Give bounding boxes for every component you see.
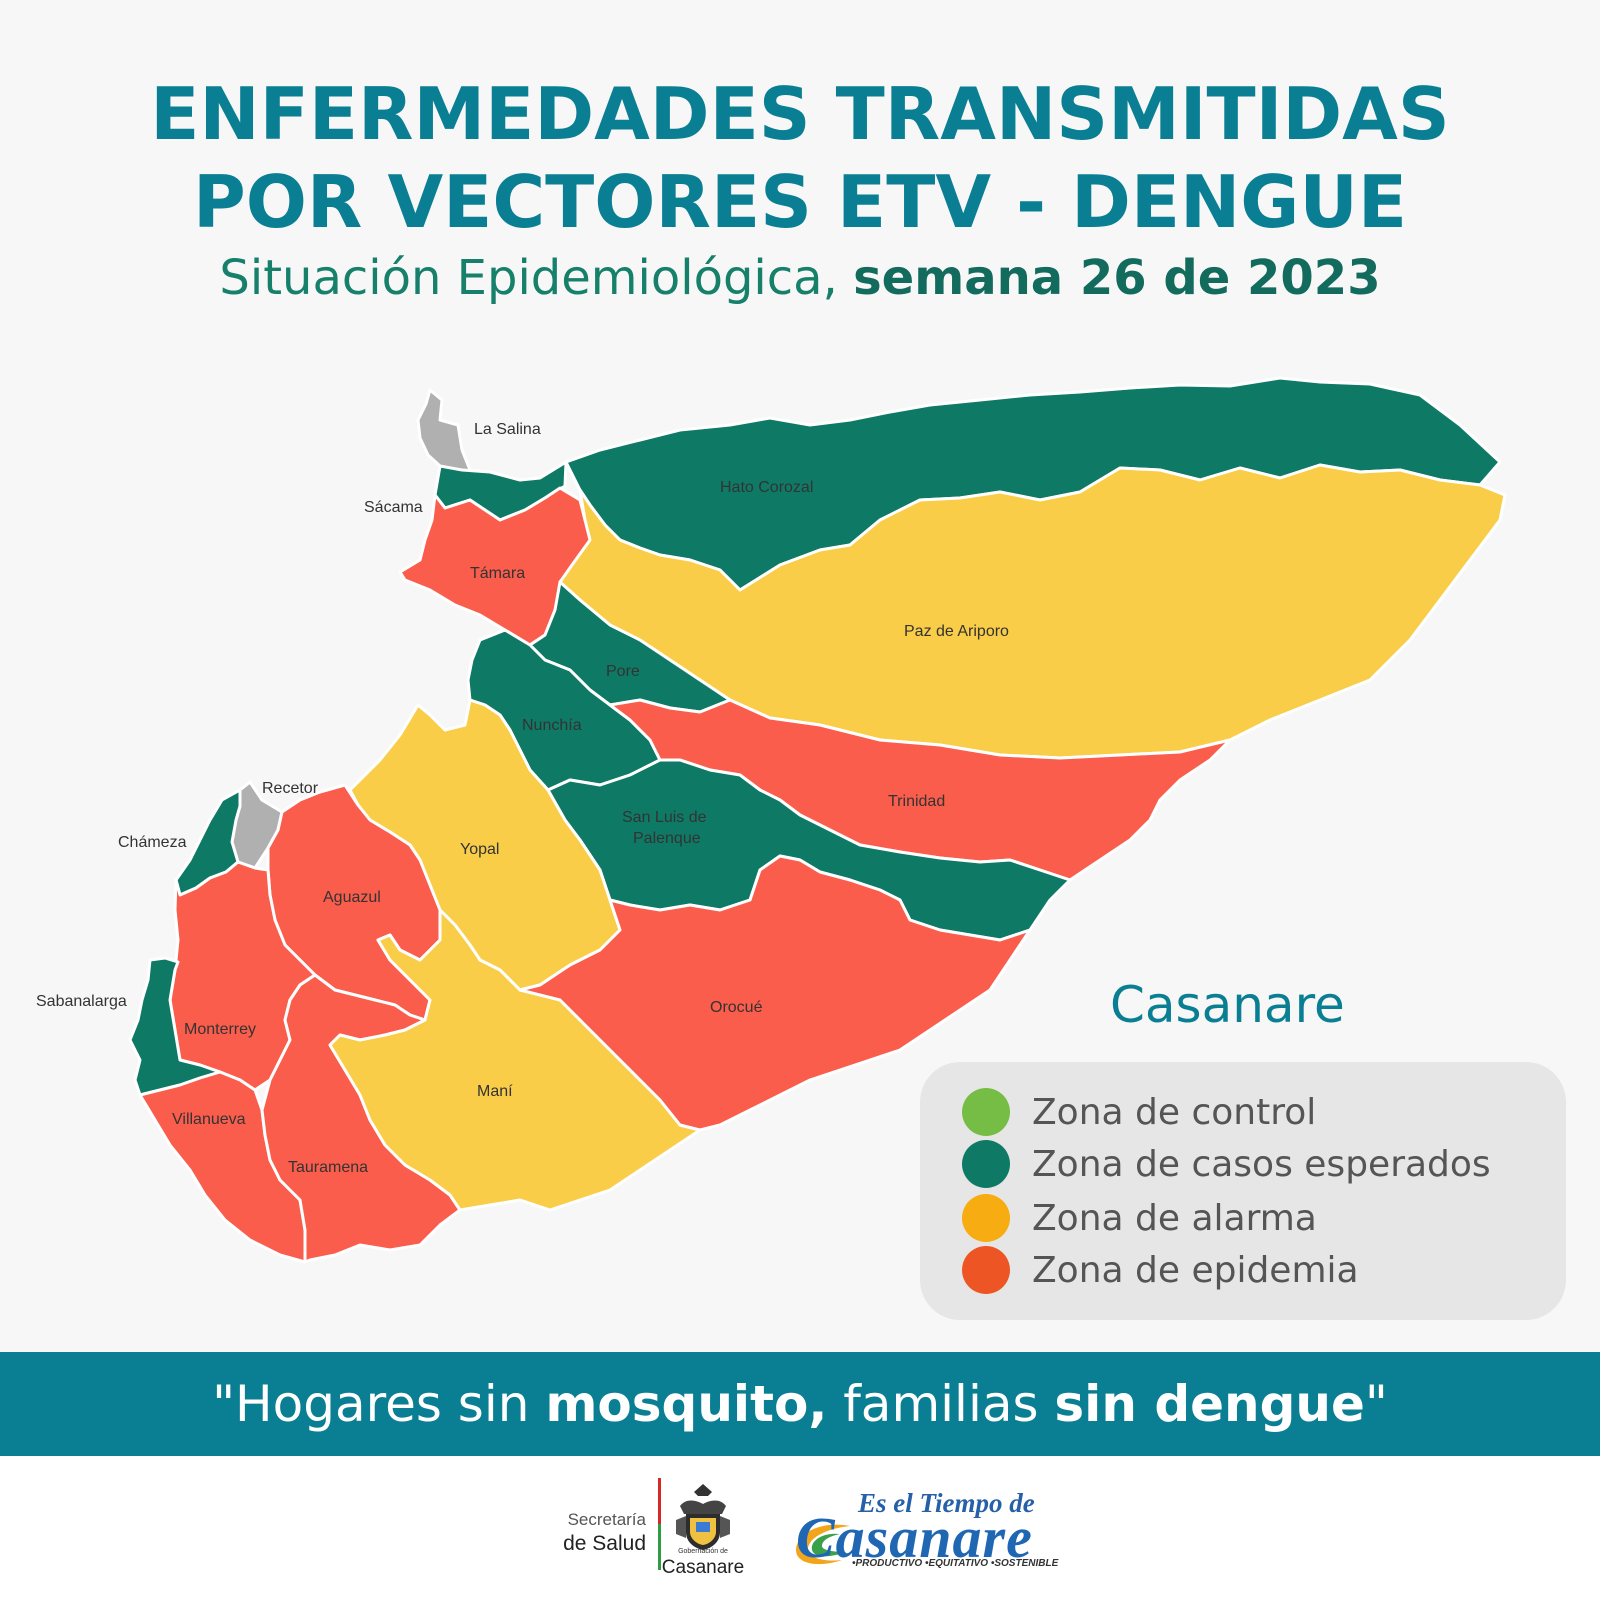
legend-label: Zona de alarma xyxy=(1032,1197,1317,1239)
label-hato-corozal: Hato Corozal xyxy=(720,479,813,496)
region-orocue[interactable] xyxy=(518,854,1032,1132)
gobernacion-small: Gobernación de xyxy=(678,1548,728,1555)
slogan-part: "Hogares sin xyxy=(212,1375,546,1433)
subtitle: Situación Epidemiológica, semana 26 de 2… xyxy=(0,250,1600,306)
secretaria-line-2: de Salud xyxy=(563,1532,646,1555)
label-sabanalarga: Sabanalarga xyxy=(36,993,127,1010)
label-chameza: Chámeza xyxy=(118,834,187,851)
legend-item: Zona de epidemia xyxy=(962,1244,1359,1296)
gobernacion-name: Casanare xyxy=(661,1557,745,1578)
legend-label: Zona de control xyxy=(1032,1091,1317,1133)
label-mani: Maní xyxy=(477,1083,513,1100)
label-orocue: Orocué xyxy=(710,999,763,1016)
title-line-1: ENFERMEDADES TRANSMITIDAS xyxy=(150,72,1450,156)
label-sacama: Sácama xyxy=(364,499,423,516)
legend-dot xyxy=(962,1088,1010,1136)
label-aguazul: Aguazul xyxy=(323,889,381,906)
esel-tiempo-text: Es el Tiempo de xyxy=(858,1488,1035,1518)
slogan-banner: "Hogares sin mosquito, familias sin deng… xyxy=(0,1352,1600,1456)
casanare-map: La Salina Sácama Támara Hato Corozal Paz… xyxy=(36,376,1507,1264)
footer xyxy=(0,1456,1600,1600)
label-monterrey: Monterrey xyxy=(184,1021,256,1038)
casanare-tagline: •PRODUCTIVO •EQUITATIVO •SOSTENIBLE xyxy=(852,1558,1059,1569)
label-san-luis-2: Palenque xyxy=(633,830,701,847)
region-la-salina[interactable] xyxy=(416,388,472,476)
title-line-2: POR VECTORES ETV - DENGUE xyxy=(192,160,1408,244)
label-san-luis-1: San Luis de xyxy=(622,809,707,826)
label-paz-de-ariporo: Paz de Ariporo xyxy=(904,623,1009,640)
swoosh-icon xyxy=(796,1524,850,1565)
legend-item: Zona de casos esperados xyxy=(962,1138,1491,1190)
secretaria-line-1: Secretaría xyxy=(567,1510,646,1529)
legend-dot xyxy=(962,1194,1010,1242)
subtitle-week: semana 26 de 2023 xyxy=(853,250,1381,306)
slogan-part: " xyxy=(1364,1375,1388,1433)
label-yopal: Yopal xyxy=(460,841,499,858)
legend-dot xyxy=(962,1246,1010,1294)
slogan-part: familias xyxy=(827,1375,1055,1433)
legend-item: Zona de control xyxy=(962,1086,1316,1138)
legend-item: Zona de alarma xyxy=(962,1192,1317,1244)
label-villanueva: Villanueva xyxy=(172,1111,246,1128)
legend: Zona de control Zona de casos esperados … xyxy=(920,1062,1566,1320)
label-tamara: Támara xyxy=(470,565,525,582)
divider xyxy=(658,1478,661,1570)
legend-dot xyxy=(962,1140,1010,1188)
label-tauramena: Tauramena xyxy=(288,1159,368,1176)
casanare-logo-text: Casanare xyxy=(796,1505,1033,1570)
label-trinidad: Trinidad xyxy=(888,793,945,810)
label-nunchia: Nunchía xyxy=(522,717,582,734)
label-pore: Pore xyxy=(606,663,640,680)
label-recetor: Recetor xyxy=(262,780,319,797)
slogan-bold: sin dengue xyxy=(1054,1375,1365,1433)
label-la-salina: La Salina xyxy=(474,421,541,438)
legend-label: Zona de casos esperados xyxy=(1032,1143,1491,1185)
department-name: Casanare xyxy=(1110,976,1345,1034)
coat-of-arms-icon xyxy=(676,1484,730,1550)
legend-label: Zona de epidemia xyxy=(1032,1249,1359,1291)
subtitle-plain: Situación Epidemiológica, xyxy=(219,250,854,306)
slogan-bold: mosquito, xyxy=(545,1375,828,1433)
